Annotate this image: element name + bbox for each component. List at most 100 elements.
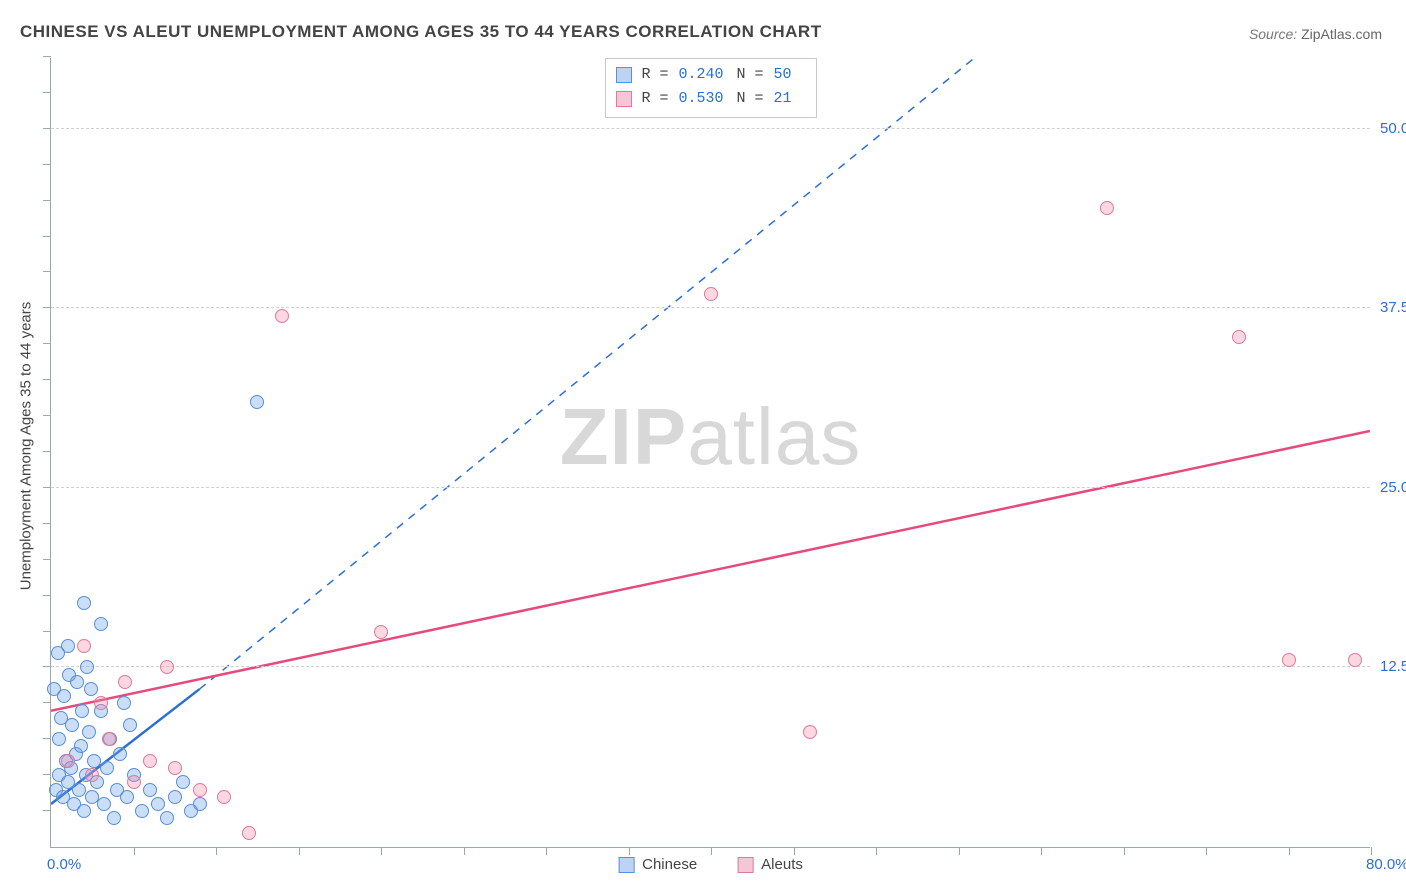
data-point (1232, 330, 1246, 344)
data-point (77, 804, 91, 818)
y-tick (43, 487, 51, 488)
series-legend: Chinese Aleuts (618, 856, 803, 873)
y-tick-label: 12.5% (1380, 658, 1406, 675)
x-tick (1371, 847, 1372, 855)
stat-n-label: N = (737, 63, 764, 87)
data-point (80, 660, 94, 674)
plot-area: ZIPatlas R = 0.240 N = 50 R = 0.530 N = … (50, 58, 1370, 848)
data-point (94, 696, 108, 710)
source-value: ZipAtlas.com (1301, 26, 1382, 42)
chart-title: CHINESE VS ALEUT UNEMPLOYMENT AMONG AGES… (20, 22, 822, 42)
data-point (107, 811, 121, 825)
data-point (704, 287, 718, 301)
y-tick (43, 810, 51, 811)
data-point (127, 775, 141, 789)
y-tick (43, 774, 51, 775)
data-point (120, 790, 134, 804)
data-point (82, 725, 96, 739)
data-point (74, 739, 88, 753)
data-point (160, 660, 174, 674)
stats-legend: R = 0.240 N = 50 R = 0.530 N = 21 (604, 58, 816, 118)
grid-line (51, 666, 1370, 667)
data-point (61, 754, 75, 768)
stat-r-label: R = (641, 63, 668, 87)
data-point (135, 804, 149, 818)
y-tick (43, 738, 51, 739)
y-tick (43, 523, 51, 524)
data-point (117, 696, 131, 710)
source-attribution: Source: ZipAtlas.com (1249, 26, 1382, 42)
y-tick (43, 559, 51, 560)
grid-line (51, 128, 1370, 129)
y-tick-label: 37.5% (1380, 299, 1406, 316)
stat-r-label: R = (641, 87, 668, 111)
x-tick (876, 847, 877, 855)
data-point (102, 732, 116, 746)
x-tick (629, 847, 630, 855)
data-point (242, 826, 256, 840)
data-point (77, 596, 91, 610)
data-point (85, 768, 99, 782)
y-tick-label: 50.0% (1380, 120, 1406, 137)
watermark-back: atlas (687, 392, 861, 481)
legend-swatch (615, 67, 631, 83)
y-tick (43, 236, 51, 237)
x-tick (711, 847, 712, 855)
legend-label: Aleuts (761, 856, 803, 873)
x-tick (1289, 847, 1290, 855)
y-tick (43, 451, 51, 452)
stats-row: R = 0.530 N = 21 (615, 87, 801, 111)
data-point (1100, 201, 1114, 215)
data-point (168, 761, 182, 775)
data-point (70, 675, 84, 689)
x-tick (546, 847, 547, 855)
stat-n-value: 50 (774, 63, 802, 87)
y-tick (43, 164, 51, 165)
grid-line (51, 307, 1370, 308)
data-point (1282, 653, 1296, 667)
stat-r-value: 0.530 (679, 87, 727, 111)
data-point (143, 754, 157, 768)
y-tick-label: 25.0% (1380, 479, 1406, 496)
data-point (123, 718, 137, 732)
trend-lines (51, 58, 1370, 847)
data-point (151, 797, 165, 811)
legend-swatch (737, 857, 753, 873)
y-tick (43, 128, 51, 129)
x-tick (381, 847, 382, 855)
x-tick (216, 847, 217, 855)
data-point (84, 682, 98, 696)
legend-item: Chinese (618, 856, 697, 873)
y-tick (43, 415, 51, 416)
x-tick (1041, 847, 1042, 855)
data-point (217, 790, 231, 804)
x-tick (1124, 847, 1125, 855)
data-point (94, 617, 108, 631)
data-point (1348, 653, 1362, 667)
y-tick (43, 379, 51, 380)
x-tick (959, 847, 960, 855)
y-tick (43, 702, 51, 703)
x-tick (299, 847, 300, 855)
data-point (193, 797, 207, 811)
legend-item: Aleuts (737, 856, 803, 873)
data-point (143, 783, 157, 797)
x-tick (794, 847, 795, 855)
grid-line (51, 487, 1370, 488)
y-tick (43, 200, 51, 201)
watermark-front: ZIP (560, 392, 687, 481)
y-tick (43, 271, 51, 272)
data-point (118, 675, 132, 689)
data-point (97, 797, 111, 811)
data-point (65, 718, 79, 732)
data-point (275, 309, 289, 323)
y-tick (43, 631, 51, 632)
y-tick (43, 343, 51, 344)
y-axis-title: Unemployment Among Ages 35 to 44 years (18, 302, 35, 591)
source-label: Source: (1249, 26, 1297, 42)
x-origin-label: 0.0% (47, 856, 81, 873)
x-max-label: 80.0% (1366, 856, 1406, 873)
data-point (374, 625, 388, 639)
data-point (52, 732, 66, 746)
stat-n-value: 21 (774, 87, 802, 111)
